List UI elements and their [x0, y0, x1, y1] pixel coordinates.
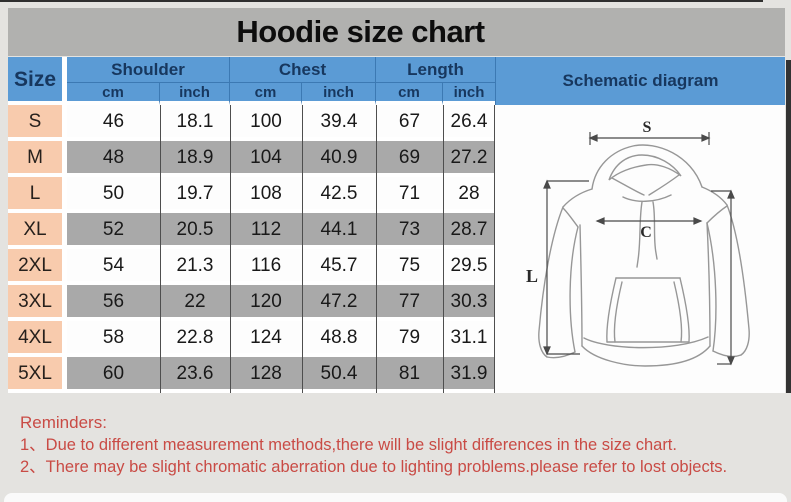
- size-row-label: S: [8, 105, 62, 141]
- schematic-panel: S C L: [495, 105, 785, 393]
- cell-length-cm: 79: [376, 321, 443, 357]
- length-label: L: [526, 266, 538, 286]
- cell-length-inch: 31.1: [443, 321, 495, 357]
- chest-label: C: [640, 224, 652, 241]
- cell-length-inch: 28: [443, 177, 495, 213]
- cell-chest-cm: 120: [230, 285, 302, 321]
- size-row-label: 3XL: [8, 285, 62, 321]
- cell-shoulder-cm: 50: [67, 177, 160, 213]
- unit-header-shoulder-inch: inch: [160, 83, 230, 105]
- title-band: Hoodie size chart: [8, 8, 785, 56]
- unit-header-shoulder-cm: cm: [67, 83, 160, 105]
- unit-header-chest-cm: cm: [230, 83, 302, 105]
- cell-shoulder-inch: 18.9: [160, 141, 230, 177]
- cell-chest-inch: 45.7: [302, 249, 376, 285]
- unit-header-length-inch: inch: [443, 83, 495, 105]
- cell-length-inch: 29.5: [443, 249, 495, 285]
- column-divider: [230, 105, 231, 393]
- hoodie-outline: [538, 144, 750, 367]
- group-header-chest: Chest: [230, 57, 376, 83]
- cell-length-inch: 28.7: [443, 213, 495, 249]
- cell-shoulder-inch: 21.3: [160, 249, 230, 285]
- column-divider: [376, 105, 377, 393]
- unit-header-length-cm: cm: [376, 83, 443, 105]
- chest-measure-arrow: [595, 217, 703, 225]
- right-edge-line: [786, 60, 791, 393]
- cell-length-cm: 77: [376, 285, 443, 321]
- top-edge-line: [0, 0, 763, 2]
- cell-shoulder-cm: 46: [67, 105, 160, 141]
- cell-chest-cm: 104: [230, 141, 302, 177]
- cell-length-inch: 26.4: [443, 105, 495, 141]
- cell-shoulder-cm: 52: [67, 213, 160, 249]
- measurement-arrows: [543, 132, 735, 366]
- bottom-strip: [4, 493, 787, 502]
- cell-length-cm: 75: [376, 249, 443, 285]
- cell-length-cm: 81: [376, 357, 443, 393]
- cell-length-cm: 71: [376, 177, 443, 213]
- cell-length-inch: 30.3: [443, 285, 495, 321]
- column-divider: [443, 105, 444, 393]
- cell-shoulder-cm: 56: [67, 285, 160, 321]
- size-column-header: Size: [8, 57, 62, 105]
- cell-chest-cm: 128: [230, 357, 302, 393]
- column-divider: [160, 105, 161, 393]
- cell-chest-cm: 108: [230, 177, 302, 213]
- cell-length-cm: 67: [376, 105, 443, 141]
- cell-shoulder-inch: 20.5: [160, 213, 230, 249]
- column-divider: [494, 105, 495, 393]
- size-row-label: XL: [8, 213, 62, 249]
- cell-shoulder-inch: 22: [160, 285, 230, 321]
- size-row-label: 4XL: [8, 321, 62, 357]
- size-row-label: 5XL: [8, 357, 62, 393]
- cell-shoulder-cm: 48: [67, 141, 160, 177]
- cell-chest-cm: 100: [230, 105, 302, 141]
- cell-chest-cm: 116: [230, 249, 302, 285]
- cell-length-cm: 73: [376, 213, 443, 249]
- cell-chest-inch: 42.5: [302, 177, 376, 213]
- group-header-length: Length: [376, 57, 495, 83]
- cell-shoulder-cm: 54: [67, 249, 160, 285]
- length-measure-arrow: [543, 179, 589, 356]
- size-table: Size Shoulder Chest Length cm inch cm in…: [8, 57, 495, 393]
- cell-chest-inch: 50.4: [302, 357, 376, 393]
- cell-chest-inch: 40.9: [302, 141, 376, 177]
- group-header-shoulder: Shoulder: [67, 57, 230, 83]
- cell-chest-inch: 44.1: [302, 213, 376, 249]
- column-divider: [302, 105, 303, 393]
- cell-chest-cm: 112: [230, 213, 302, 249]
- cell-length-inch: 27.2: [443, 141, 495, 177]
- cell-shoulder-inch: 23.6: [160, 357, 230, 393]
- schematic-header-label: Schematic diagram: [562, 71, 719, 90]
- cell-shoulder-inch: 22.8: [160, 321, 230, 357]
- measure-labels: S C L: [526, 119, 652, 286]
- size-row-label: M: [8, 141, 62, 177]
- cell-chest-inch: 47.2: [302, 285, 376, 321]
- reminder-item-1: 1、Due to different measurement methods,t…: [20, 436, 677, 454]
- reminder-item-2: 2、There may be slight chromatic aberrati…: [20, 458, 728, 476]
- cell-shoulder-cm: 60: [67, 357, 160, 393]
- shoulder-label: S: [643, 119, 652, 136]
- cell-shoulder-inch: 19.7: [160, 177, 230, 213]
- cell-length-cm: 69: [376, 141, 443, 177]
- cell-shoulder-cm: 58: [67, 321, 160, 357]
- cell-chest-cm: 124: [230, 321, 302, 357]
- reminders-section: Reminders: 1、Due to different measuremen…: [20, 412, 785, 478]
- cell-length-inch: 31.9: [443, 357, 495, 393]
- reminders-heading: Reminders:: [20, 413, 107, 432]
- size-row-label: L: [8, 177, 62, 213]
- unit-header-chest-inch: inch: [302, 83, 376, 105]
- cell-shoulder-inch: 18.1: [160, 105, 230, 141]
- side-length-measure-arrow: [711, 189, 735, 366]
- cell-chest-inch: 48.8: [302, 321, 376, 357]
- hoodie-illustration: S C L: [526, 119, 750, 367]
- size-row-label: 2XL: [8, 249, 62, 285]
- cell-chest-inch: 39.4: [302, 105, 376, 141]
- column-gap: [62, 57, 67, 393]
- page-title: Hoodie size chart: [236, 14, 485, 49]
- shoulder-measure-arrow: [588, 132, 711, 145]
- schematic-header: Schematic diagram: [495, 57, 785, 105]
